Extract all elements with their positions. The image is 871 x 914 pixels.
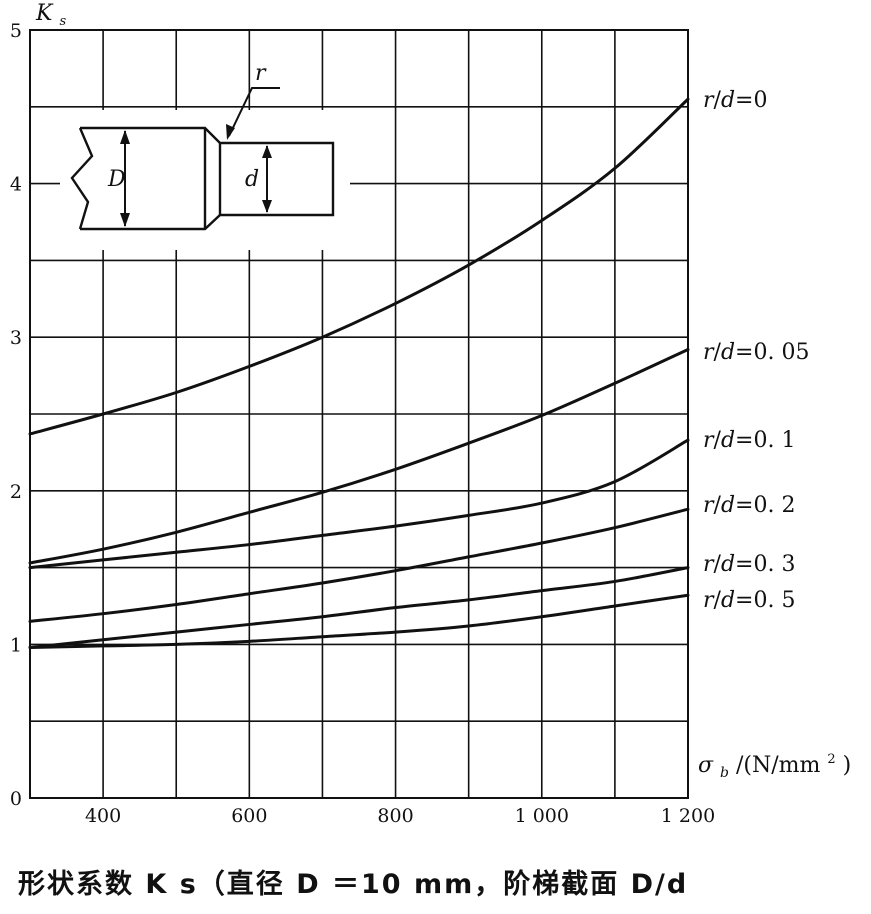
y-tick-label: 0 (10, 788, 22, 810)
x-tick-label: 400 (85, 805, 121, 827)
curve-label: r/d=0 (703, 88, 767, 113)
curve-label-value: =0. 2 (735, 493, 795, 518)
curve-label-value: =0. 1 (735, 428, 795, 453)
x-tick-label: 1 200 (661, 805, 715, 827)
plot-frame (29, 29, 689, 799)
inset-label-d: d (245, 167, 259, 192)
y-axis-label-main: K (35, 1, 54, 26)
shaft-break-line (70, 127, 94, 230)
curve-label-r: r (703, 493, 715, 518)
y-tick-label: 5 (10, 20, 22, 42)
curve-label-r: r (703, 588, 715, 613)
figure-caption: 形状系数 K s（直径 D ＝10 mm，阶梯截面 D/d (18, 869, 689, 900)
curve-label-slash: / (714, 428, 722, 453)
curve-label: r/d=0. 3 (703, 552, 795, 577)
curve-label-value: =0. 5 (735, 588, 795, 613)
radius-leader (228, 87, 280, 137)
curve-label: r/d=0. 1 (703, 428, 795, 453)
curve-label-d: d (721, 428, 735, 453)
x-axis-label-main: σ (698, 753, 714, 778)
axis-ticks: 400 600 800 1 000 1 200 0 1 2 3 4 5 (10, 20, 715, 827)
curve-label: r/d=0. 5 (703, 588, 795, 613)
curve-label-slash: / (714, 88, 722, 113)
curve-label-r: r (703, 552, 715, 577)
x-tick-label: 1 000 (515, 805, 569, 827)
curve-label-d: d (721, 88, 735, 113)
curve-series (28, 97, 690, 436)
curve-label: r/d=0. 05 (703, 340, 809, 365)
x-tick-label: 600 (231, 805, 267, 827)
y-tick-label: 1 (10, 634, 22, 656)
curve-label-slash: / (714, 493, 722, 518)
x-axis-label-close: ) (843, 753, 852, 778)
curve-label-slash: / (714, 588, 722, 613)
curve-label-r: r (703, 428, 715, 453)
curve-series (28, 566, 690, 649)
radius-arrow (226, 124, 235, 140)
curve-label-slash: / (714, 340, 722, 365)
y-axis-label-sub: s (59, 14, 66, 29)
curve-label-value: =0. 3 (735, 552, 795, 577)
curve-label-d: d (721, 340, 735, 365)
x-axis-label-unit: /(N/mm (736, 753, 821, 778)
curve-label-value: =0. 05 (735, 340, 809, 365)
y-axis-label: K s (35, 1, 66, 29)
y-tick-label: 3 (10, 327, 22, 349)
x-axis-label: σ b /(N/mm 2 ) (698, 744, 851, 783)
x-axis-label-sup: 2 (827, 752, 835, 767)
curve-series (28, 593, 690, 649)
x-axis-label-sub: b (720, 765, 729, 781)
curve-series (28, 438, 690, 570)
inset-label-D: D (107, 167, 126, 192)
shaft-outline (80, 126, 335, 231)
curve-series (28, 347, 690, 565)
curve-label: r/d=0. 2 (703, 493, 795, 518)
curve-label-d: d (721, 493, 735, 518)
x-tick-label: 800 (377, 805, 413, 827)
y-tick-label: 2 (10, 481, 22, 503)
curves (28, 97, 690, 649)
curve-series (28, 507, 690, 623)
curve-label-d: d (721, 552, 735, 577)
curve-label-d: d (721, 588, 735, 613)
plot-grid (30, 30, 688, 798)
curve-label-r: r (703, 88, 715, 113)
curve-label-value: =0 (735, 88, 767, 113)
stepped-shaft-inset: D d r (60, 61, 350, 250)
curve-label-slash: / (714, 552, 722, 577)
curve-labels: r/d=0r/d=0. 05r/d=0. 1r/d=0. 2r/d=0. 3r/… (703, 88, 809, 613)
inset-label-r: r (255, 61, 267, 86)
curve-label-r: r (703, 340, 715, 365)
y-tick-label: 4 (10, 174, 22, 196)
